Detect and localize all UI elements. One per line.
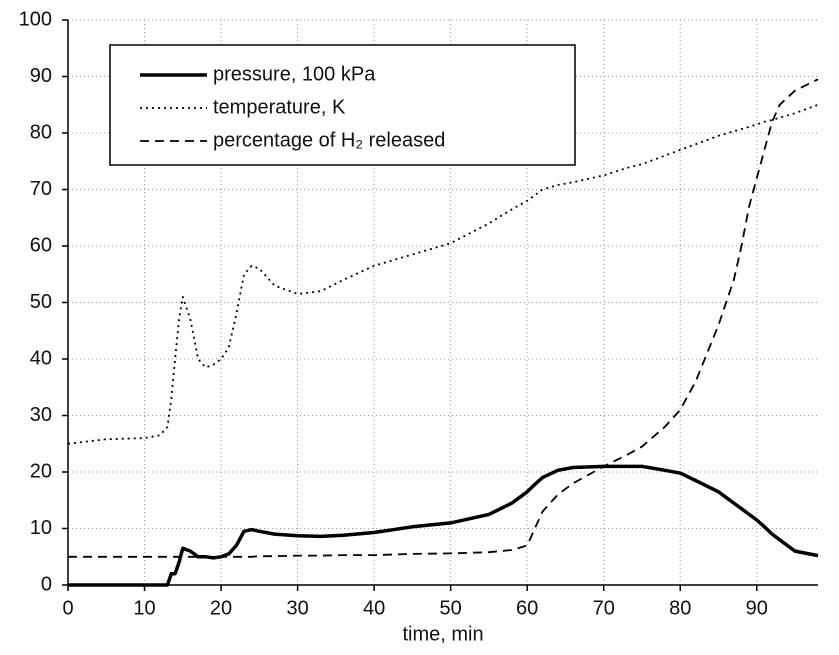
x-axis-label: time, min	[402, 623, 483, 645]
legend-label: temperature, K	[213, 96, 346, 118]
x-tick-label: 10	[133, 597, 155, 619]
y-tick-label: 40	[30, 347, 52, 369]
y-tick-label: 60	[30, 234, 52, 256]
x-tick-label: 60	[516, 597, 538, 619]
legend-label: pressure, 100 kPa	[213, 63, 376, 85]
x-tick-label: 80	[669, 597, 691, 619]
y-tick-label: 0	[41, 573, 52, 595]
y-tick-label: 70	[30, 178, 52, 200]
x-tick-label: 20	[210, 597, 232, 619]
series-line	[68, 78, 819, 558]
x-tick-label: 40	[363, 597, 385, 619]
series-line	[67, 103, 819, 445]
series-line	[68, 464, 819, 587]
legend-box	[109, 44, 576, 166]
x-tick-label: 30	[286, 597, 308, 619]
y-tick-label: 80	[30, 121, 52, 143]
x-tick-label: 70	[593, 597, 615, 619]
y-tick-label: 50	[30, 291, 52, 313]
x-tick-label: 90	[746, 597, 768, 619]
y-tick-label: 90	[30, 65, 52, 87]
x-tick-label: 0	[62, 597, 73, 619]
y-tick-label: 100	[19, 8, 52, 30]
x-tick-label: 50	[440, 597, 462, 619]
y-tick-label: 30	[30, 404, 52, 426]
legend-label: percentage of H₂ released	[213, 129, 445, 151]
y-tick-label: 20	[30, 460, 52, 482]
y-tick-label: 10	[30, 517, 52, 539]
